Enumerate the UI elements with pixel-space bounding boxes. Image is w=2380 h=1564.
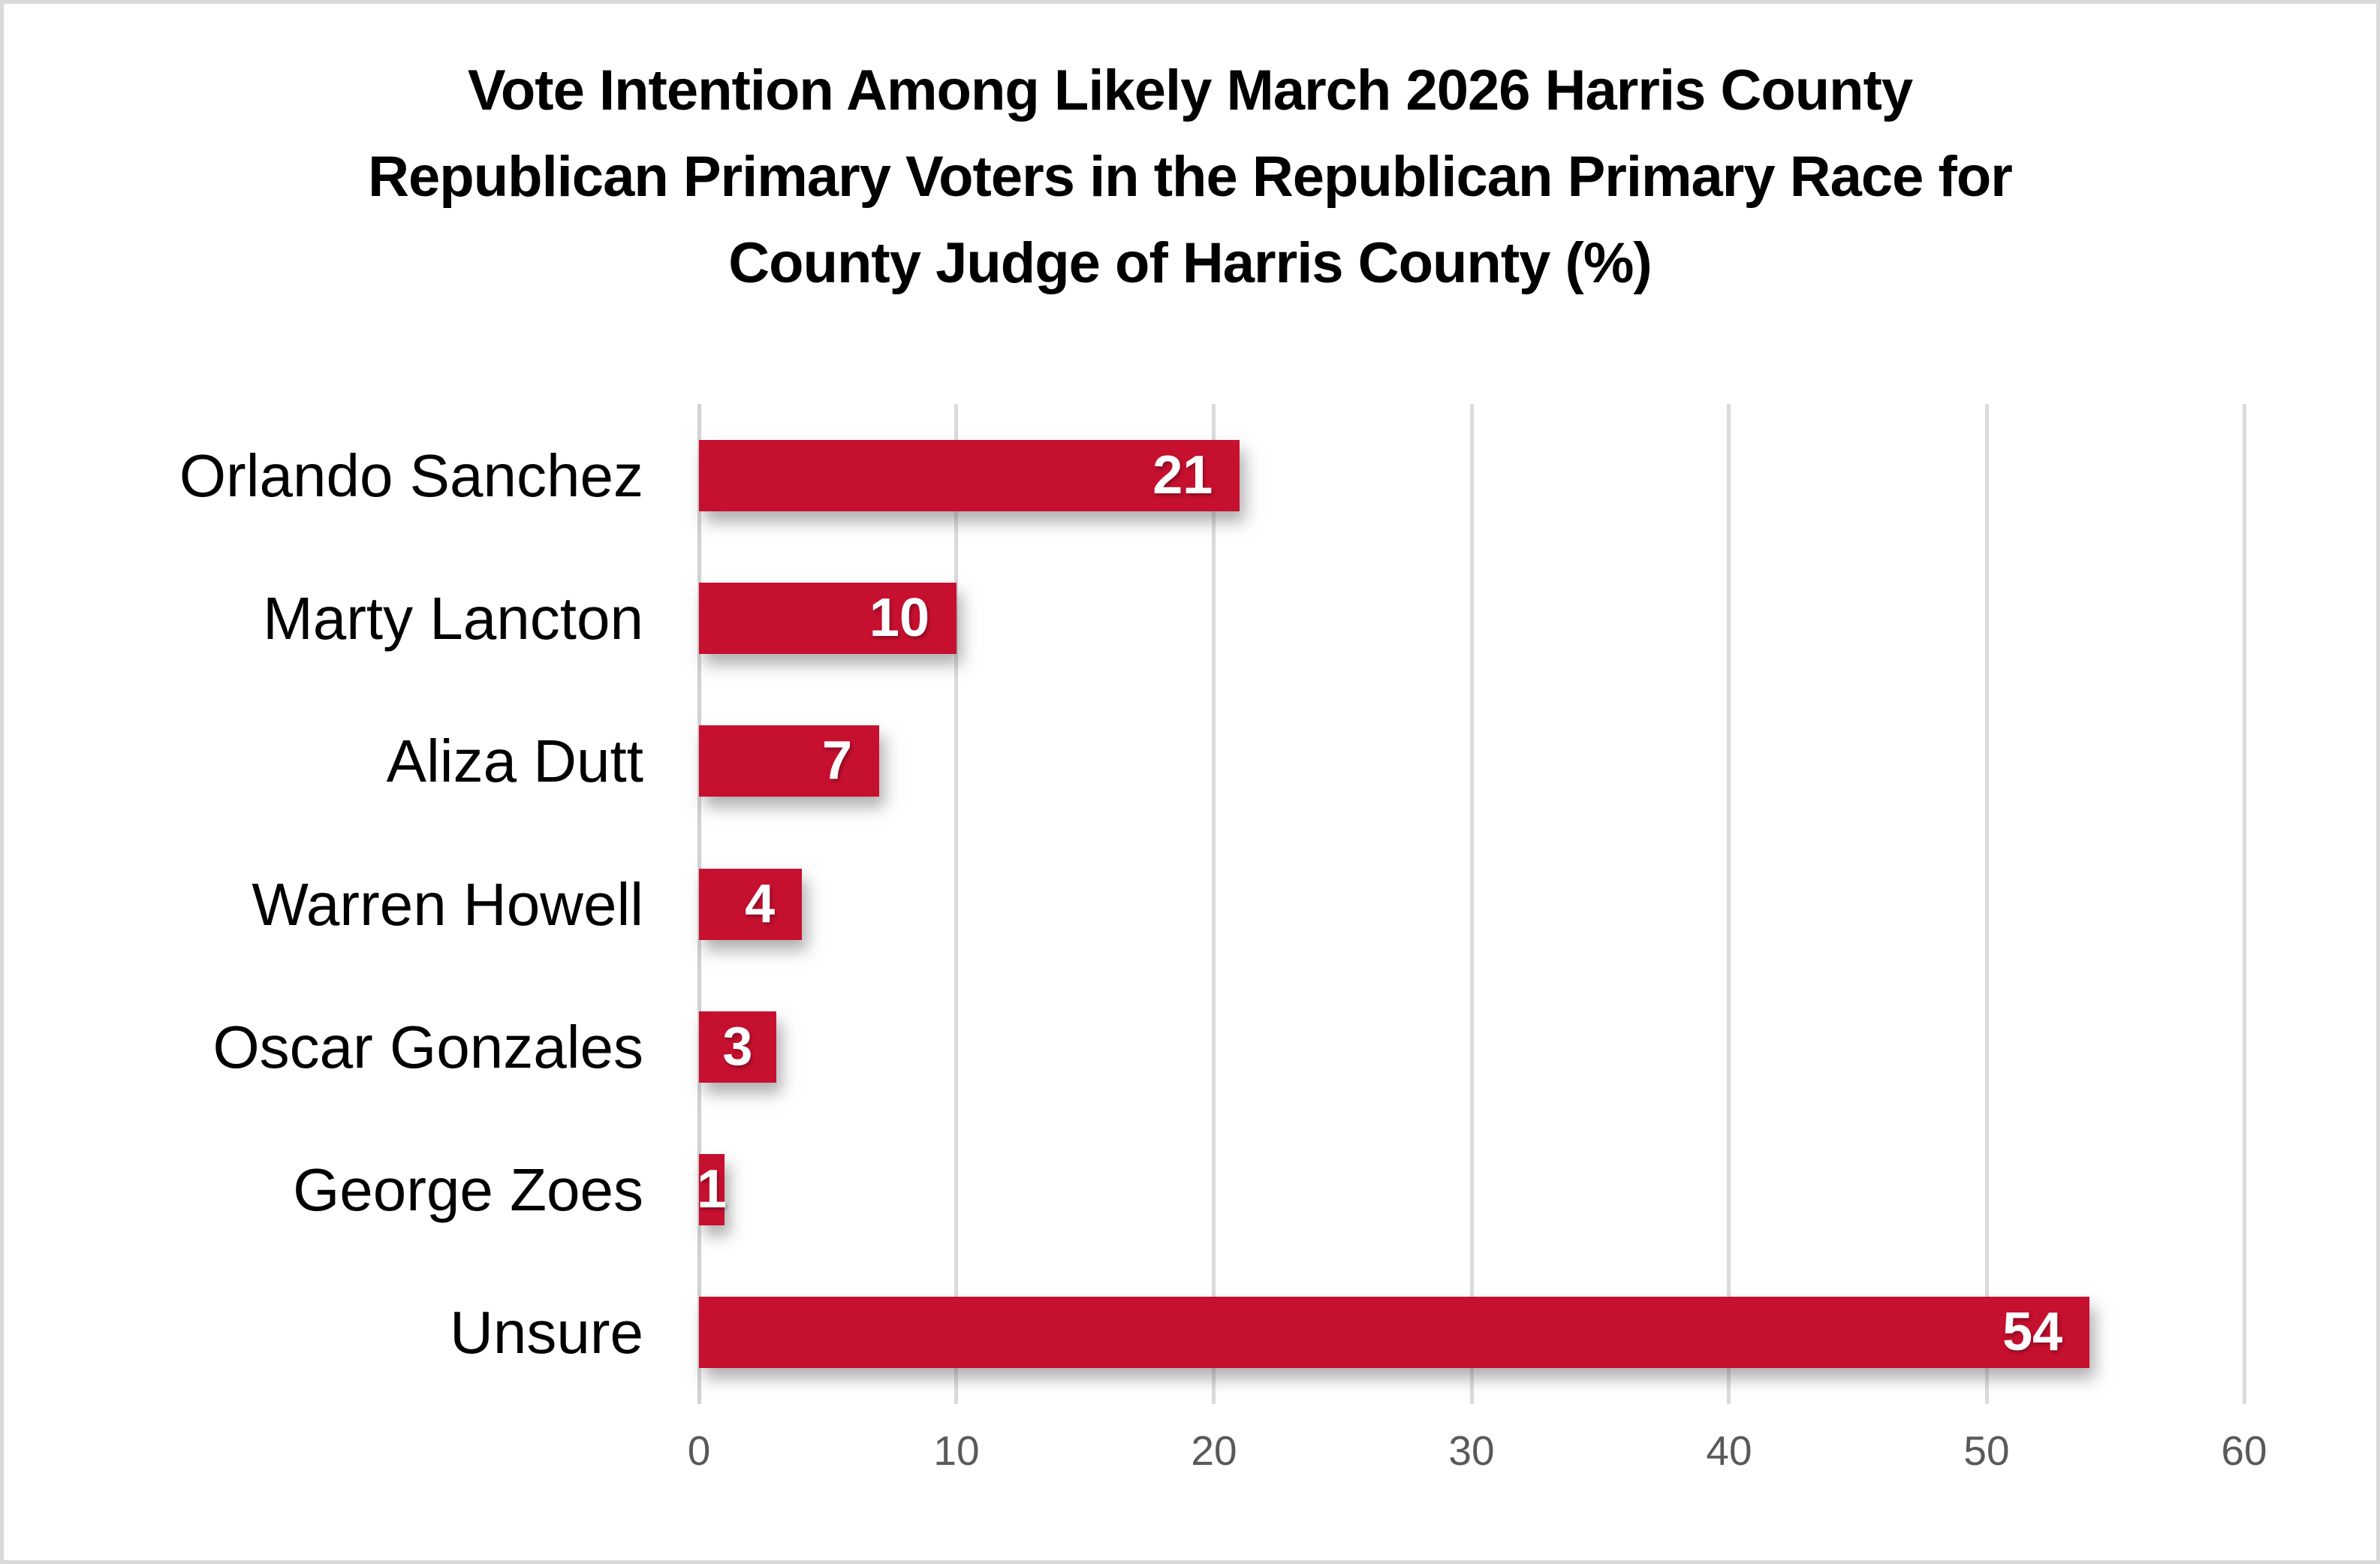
bar: 21: [699, 439, 1240, 511]
gridline: [1469, 404, 1474, 1404]
chart-title-line-2: Republican Primary Voters in the Republi…: [368, 145, 2013, 209]
bar: 54: [699, 1297, 2090, 1369]
x-tick-label: 50: [1963, 1427, 2010, 1474]
x-tick-label: 30: [1448, 1427, 1495, 1474]
chart-title-line-1: Vote Intention Among Likely March 2026 H…: [467, 59, 1913, 122]
bar: 10: [699, 582, 957, 654]
bar-value-label: 4: [745, 873, 776, 934]
gridline: [1984, 404, 1989, 1404]
bar-value-label: 3: [722, 1016, 753, 1077]
gridline: [954, 404, 959, 1404]
category-label: Aliza Dutt: [386, 728, 643, 795]
chart-title-line-3: County Judge of Harris County (%): [728, 231, 1652, 295]
bar-value-label: 7: [822, 731, 853, 791]
bar-value-label: 1: [697, 1159, 728, 1220]
category-axis: Orlando Sanchez Marty Lancton Aliza Dutt Wa…: [4, 404, 643, 1404]
bar-value-label: 21: [1152, 444, 1213, 505]
chart-title: Vote Intention Among Likely March 2026 H…: [4, 47, 2376, 306]
bar: 7: [699, 725, 880, 797]
bar-value-label: 54: [2002, 1302, 2063, 1363]
category-label: Oscar Gonzales: [212, 1013, 643, 1080]
bar-value-label: 10: [869, 587, 929, 648]
x-tick-label: 60: [2221, 1427, 2267, 1474]
gridline: [1727, 404, 1731, 1404]
category-label: Marty Lancton: [263, 584, 643, 652]
gridline: [2242, 404, 2246, 1404]
value-axis: 0 10 20 30 40 50 60: [688, 1424, 2267, 1484]
bar: 4: [699, 868, 803, 940]
category-label: Warren Howell: [252, 870, 643, 938]
category-label: George Zoes: [293, 1156, 643, 1224]
x-tick-label: 40: [1706, 1427, 1752, 1474]
x-tick-label: 20: [1191, 1427, 1237, 1474]
x-tick-label: 0: [687, 1427, 711, 1474]
plot-area: 21 10 7 4 3 1 54: [697, 404, 2246, 1404]
category-label: Orlando Sanchez: [179, 441, 643, 509]
bar: 1: [697, 1154, 728, 1226]
gridline: [1212, 404, 1216, 1404]
x-tick-label: 10: [933, 1427, 980, 1474]
category-label: Unsure: [450, 1299, 643, 1367]
bar: 3: [699, 1011, 776, 1083]
